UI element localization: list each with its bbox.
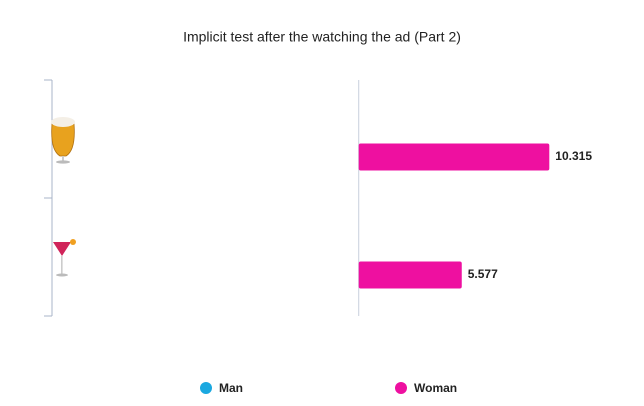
cocktail-icon: [53, 239, 76, 277]
beer-icon: [51, 117, 75, 164]
legend-label: Woman: [414, 381, 457, 395]
value-label: 10.315: [555, 149, 592, 163]
value-label: 5.577: [468, 267, 498, 281]
chart-title: Implicit test after the watching the ad …: [183, 29, 461, 45]
legend-marker: [395, 382, 407, 394]
legend-label: Man: [219, 381, 243, 395]
bar: [358, 143, 550, 171]
legend-marker: [200, 382, 212, 394]
bar: [358, 261, 462, 289]
